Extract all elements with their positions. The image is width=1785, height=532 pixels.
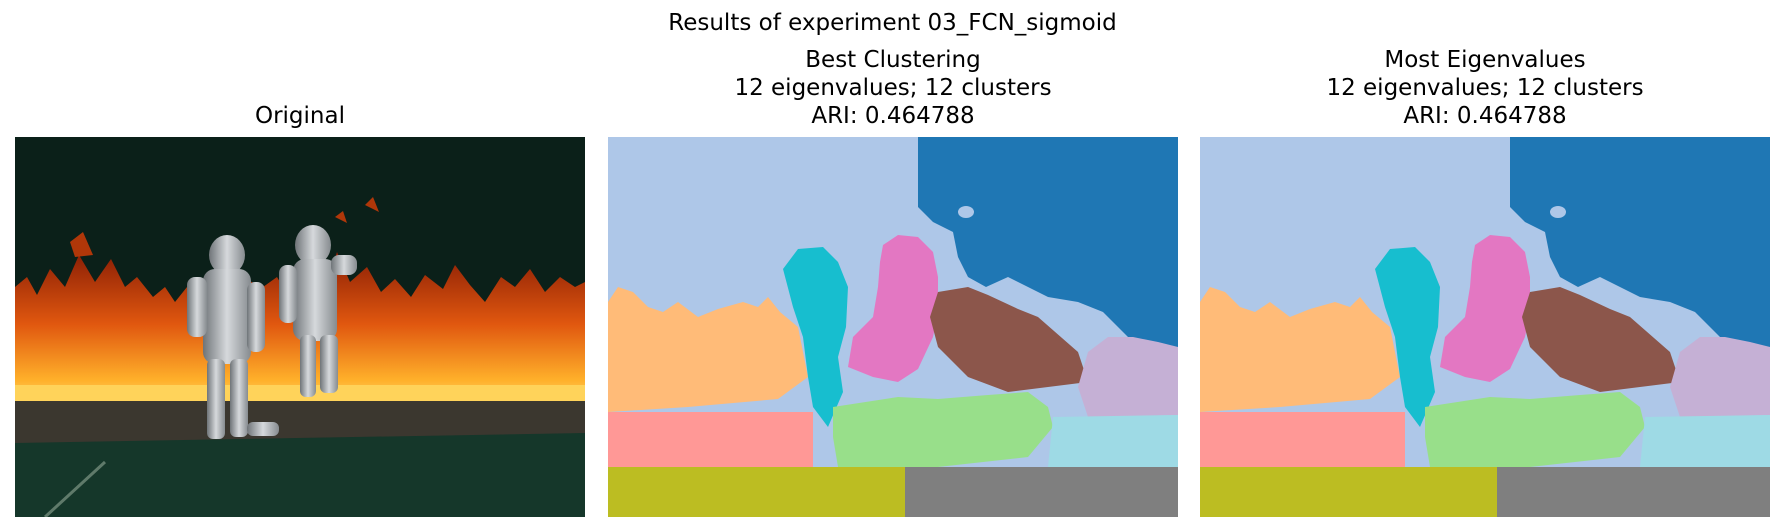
panel-title-line: Best Clustering bbox=[805, 47, 981, 73]
panel-title-line: 12 eigenvalues; 12 clusters bbox=[734, 75, 1052, 101]
figure-suptitle: Results of experiment 03_FCN_sigmoid bbox=[668, 10, 1117, 36]
cluster-floor-right bbox=[1497, 467, 1770, 517]
floor-slab bbox=[15, 433, 585, 517]
cluster-ground-mid bbox=[833, 392, 1053, 467]
panel-title-line: ARI: 0.464788 bbox=[811, 103, 975, 129]
cluster-floor-left bbox=[608, 467, 905, 517]
panel-title-line: Most Eigenvalues bbox=[1384, 47, 1586, 73]
cluster-floor-right bbox=[905, 467, 1178, 517]
cluster-person-left bbox=[1375, 247, 1440, 427]
cluster-ground-mid bbox=[1425, 392, 1645, 467]
most-eigenvalues-segmentation bbox=[1200, 137, 1770, 517]
cluster-person-right bbox=[848, 235, 938, 382]
cluster-flames-left bbox=[1200, 287, 1400, 412]
cluster-person-left bbox=[783, 247, 848, 427]
cluster-sky-light-spot bbox=[958, 206, 974, 218]
panel-title-line: 12 eigenvalues; 12 clusters bbox=[1326, 75, 1644, 101]
panel-title-line: Original bbox=[254, 103, 345, 129]
cluster-flames-right bbox=[1670, 337, 1770, 417]
cluster-flames-left bbox=[608, 287, 808, 412]
person-left bbox=[187, 235, 279, 439]
cluster-flames-mid bbox=[930, 287, 1088, 392]
cluster-person-right bbox=[1440, 235, 1530, 382]
cluster-flames-mid bbox=[1522, 287, 1680, 392]
cluster-ground-right bbox=[1048, 415, 1178, 467]
flame-base-glow bbox=[15, 385, 585, 403]
cluster-ground-left bbox=[1200, 412, 1405, 467]
cluster-sky-light-spot bbox=[1550, 206, 1566, 218]
cluster-floor-left bbox=[1200, 467, 1497, 517]
cluster-ground-left bbox=[608, 412, 813, 467]
original-image bbox=[15, 137, 585, 517]
panel-title-line: ARI: 0.464788 bbox=[1403, 103, 1567, 129]
best-clustering-segmentation bbox=[608, 137, 1178, 517]
person-right bbox=[279, 225, 357, 397]
panel-title-most-eigenvalues: Most Eigenvalues 12 eigenvalues; 12 clus… bbox=[1200, 46, 1770, 130]
cluster-flames-right bbox=[1078, 337, 1178, 417]
cluster-ground-right bbox=[1640, 415, 1770, 467]
floor-line bbox=[43, 460, 107, 517]
cluster-sky-dark bbox=[1510, 137, 1770, 349]
cluster-sky-dark bbox=[918, 137, 1178, 349]
panel-title-original: Original bbox=[15, 102, 585, 130]
panel-title-best-clustering: Best Clustering 12 eigenvalues; 12 clust… bbox=[608, 46, 1178, 130]
